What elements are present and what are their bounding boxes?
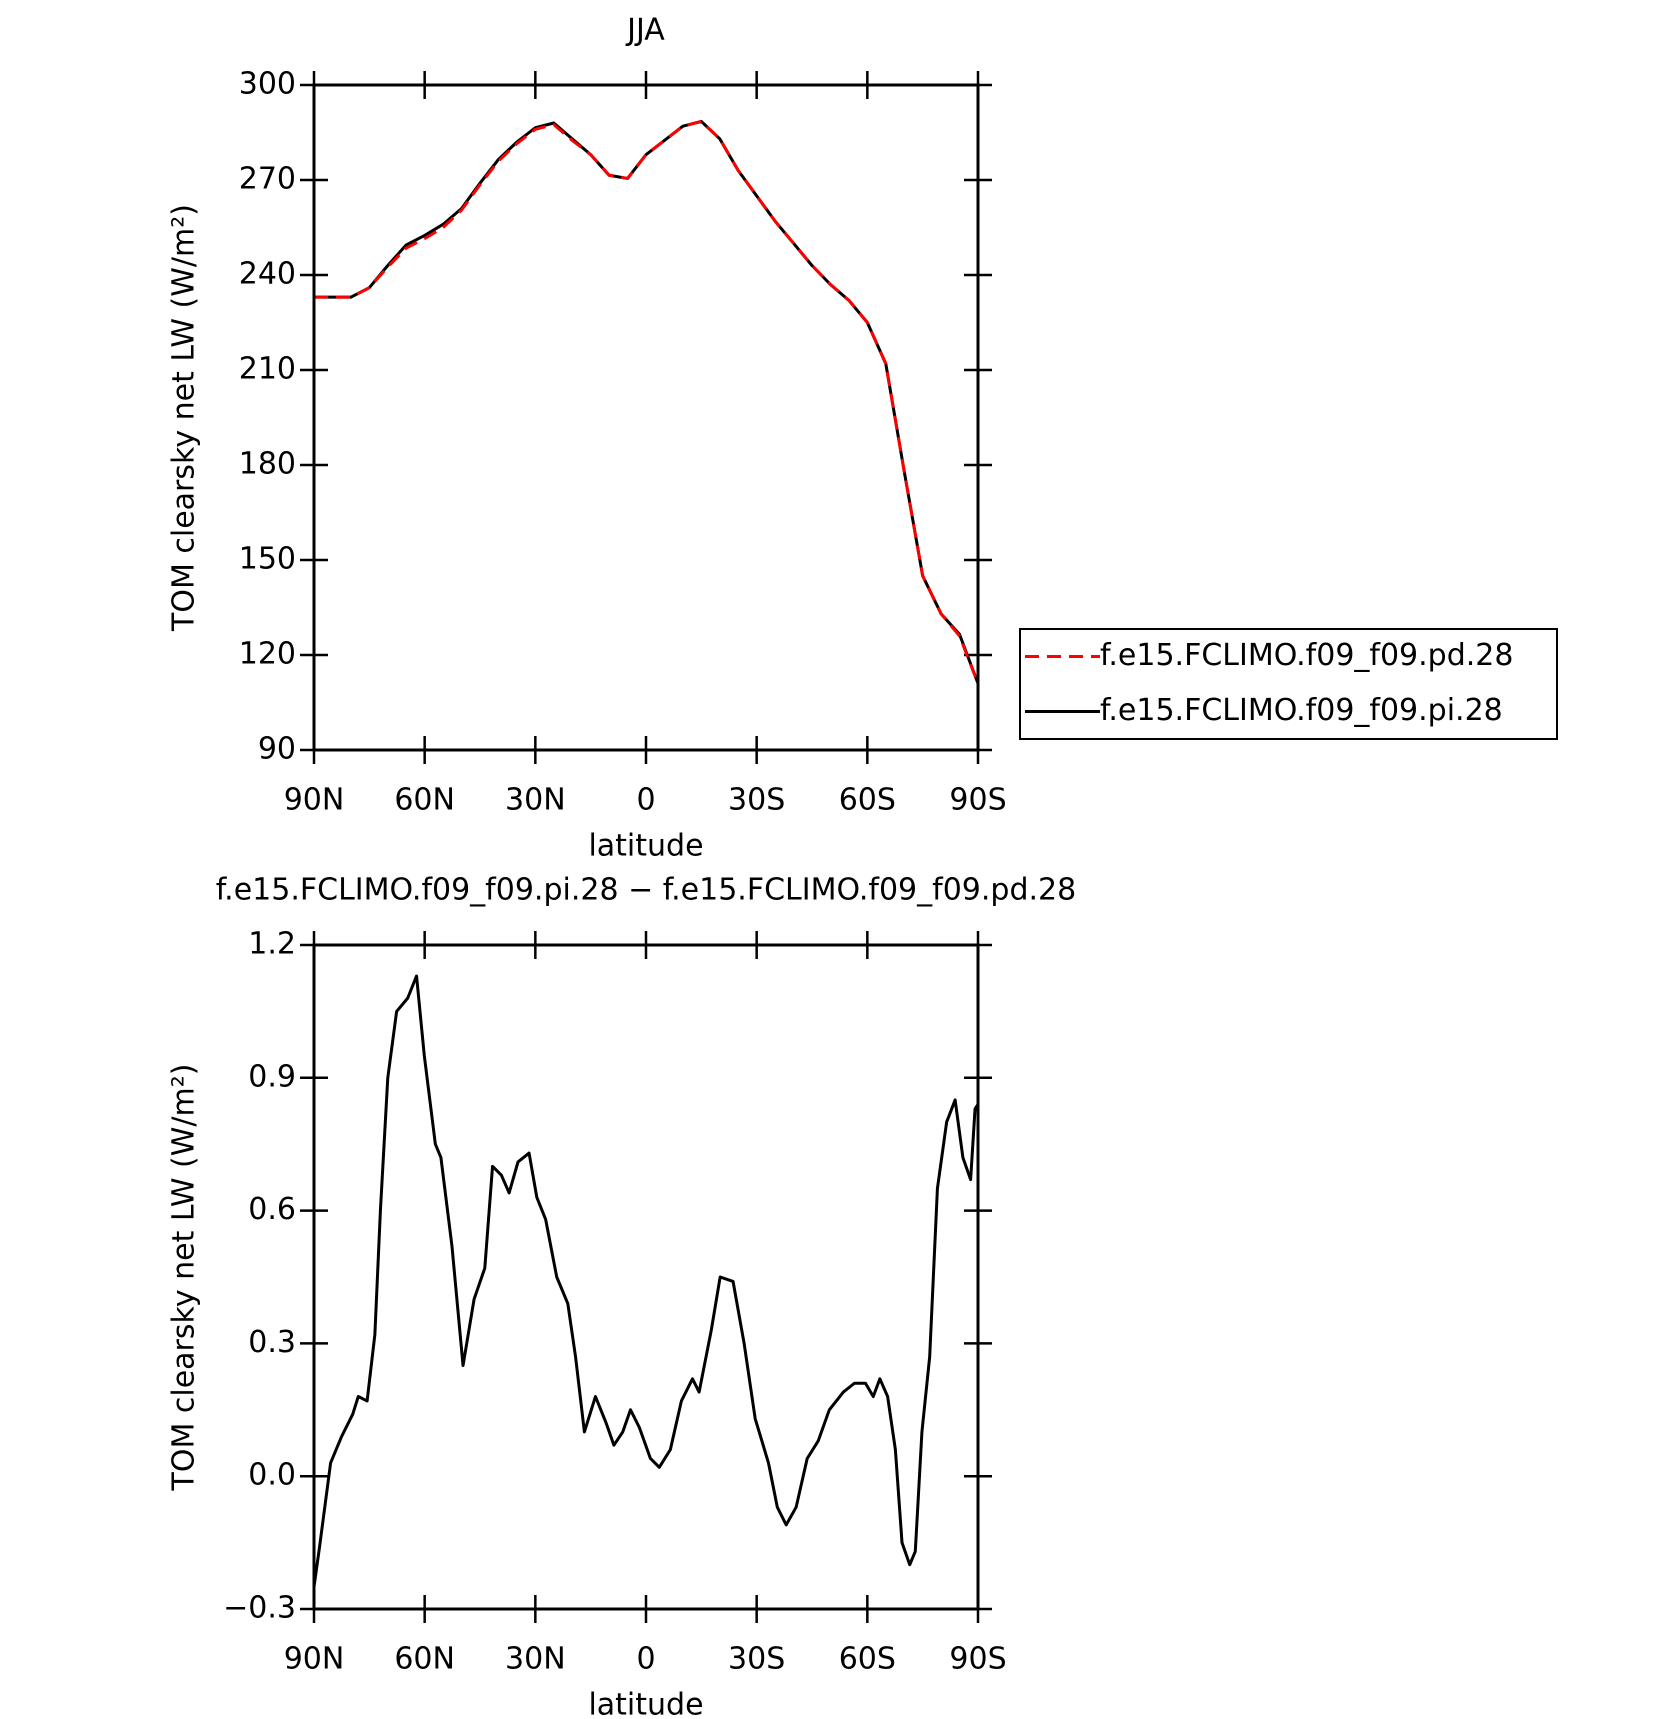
y-tick-label: 0.6 [248,1192,296,1227]
series-line [314,119,980,685]
x-tick-label: 60S [839,783,896,818]
y-axis-label: TOM clearsky net LW (W/m²) [167,1064,202,1492]
x-tick-label: 60S [839,1642,896,1677]
legend-label: f.e15.FCLIMO.f09_f09.pi.28 [1100,693,1503,728]
y-tick-label: 240 [239,257,296,292]
x-tick-label: 0 [636,1642,655,1677]
y-tick-label: 210 [239,352,296,387]
y-tick-label: 300 [239,67,296,102]
y-tick-label: 270 [239,162,296,197]
x-axis-label: latitude [588,829,703,864]
chart-title: f.e15.FCLIMO.f09_f09.pi.28 − f.e15.FCLIM… [216,873,1076,908]
series-line [312,974,980,1588]
x-axis-label: latitude [588,1688,703,1719]
y-tick-label: 90 [258,732,296,767]
y-tick-label: −0.3 [223,1591,296,1626]
y-tick-label: 1.2 [248,927,296,962]
x-tick-label: 90S [949,783,1006,818]
y-tick-label: 150 [239,542,296,577]
x-tick-label: 30N [505,1642,566,1677]
legend-label: f.e15.FCLIMO.f09_f09.pd.28 [1100,638,1513,673]
chart-title: JJA [625,13,665,48]
legend-box [1019,628,1558,740]
x-tick-label: 0 [636,783,655,818]
series-line [314,119,980,685]
x-tick-label: 90N [284,783,345,818]
x-tick-label: 90S [949,1642,1006,1677]
x-tick-label: 30S [728,783,785,818]
plot-frame [312,943,980,1611]
y-tick-label: 120 [239,637,296,672]
x-tick-label: 30S [728,1642,785,1677]
y-tick-label: 0.0 [248,1458,296,1493]
plot-frame [312,83,980,752]
y-tick-label: 0.9 [248,1059,296,1094]
y-tick-label: 180 [239,447,296,482]
x-tick-label: 90N [284,1642,345,1677]
x-tick-label: 60N [394,783,455,818]
y-axis-label: TOM clearsky net LW (W/m²) [167,204,202,632]
x-tick-label: 60N [394,1642,455,1677]
y-tick-label: 0.3 [248,1325,296,1360]
x-tick-label: 30N [505,783,566,818]
